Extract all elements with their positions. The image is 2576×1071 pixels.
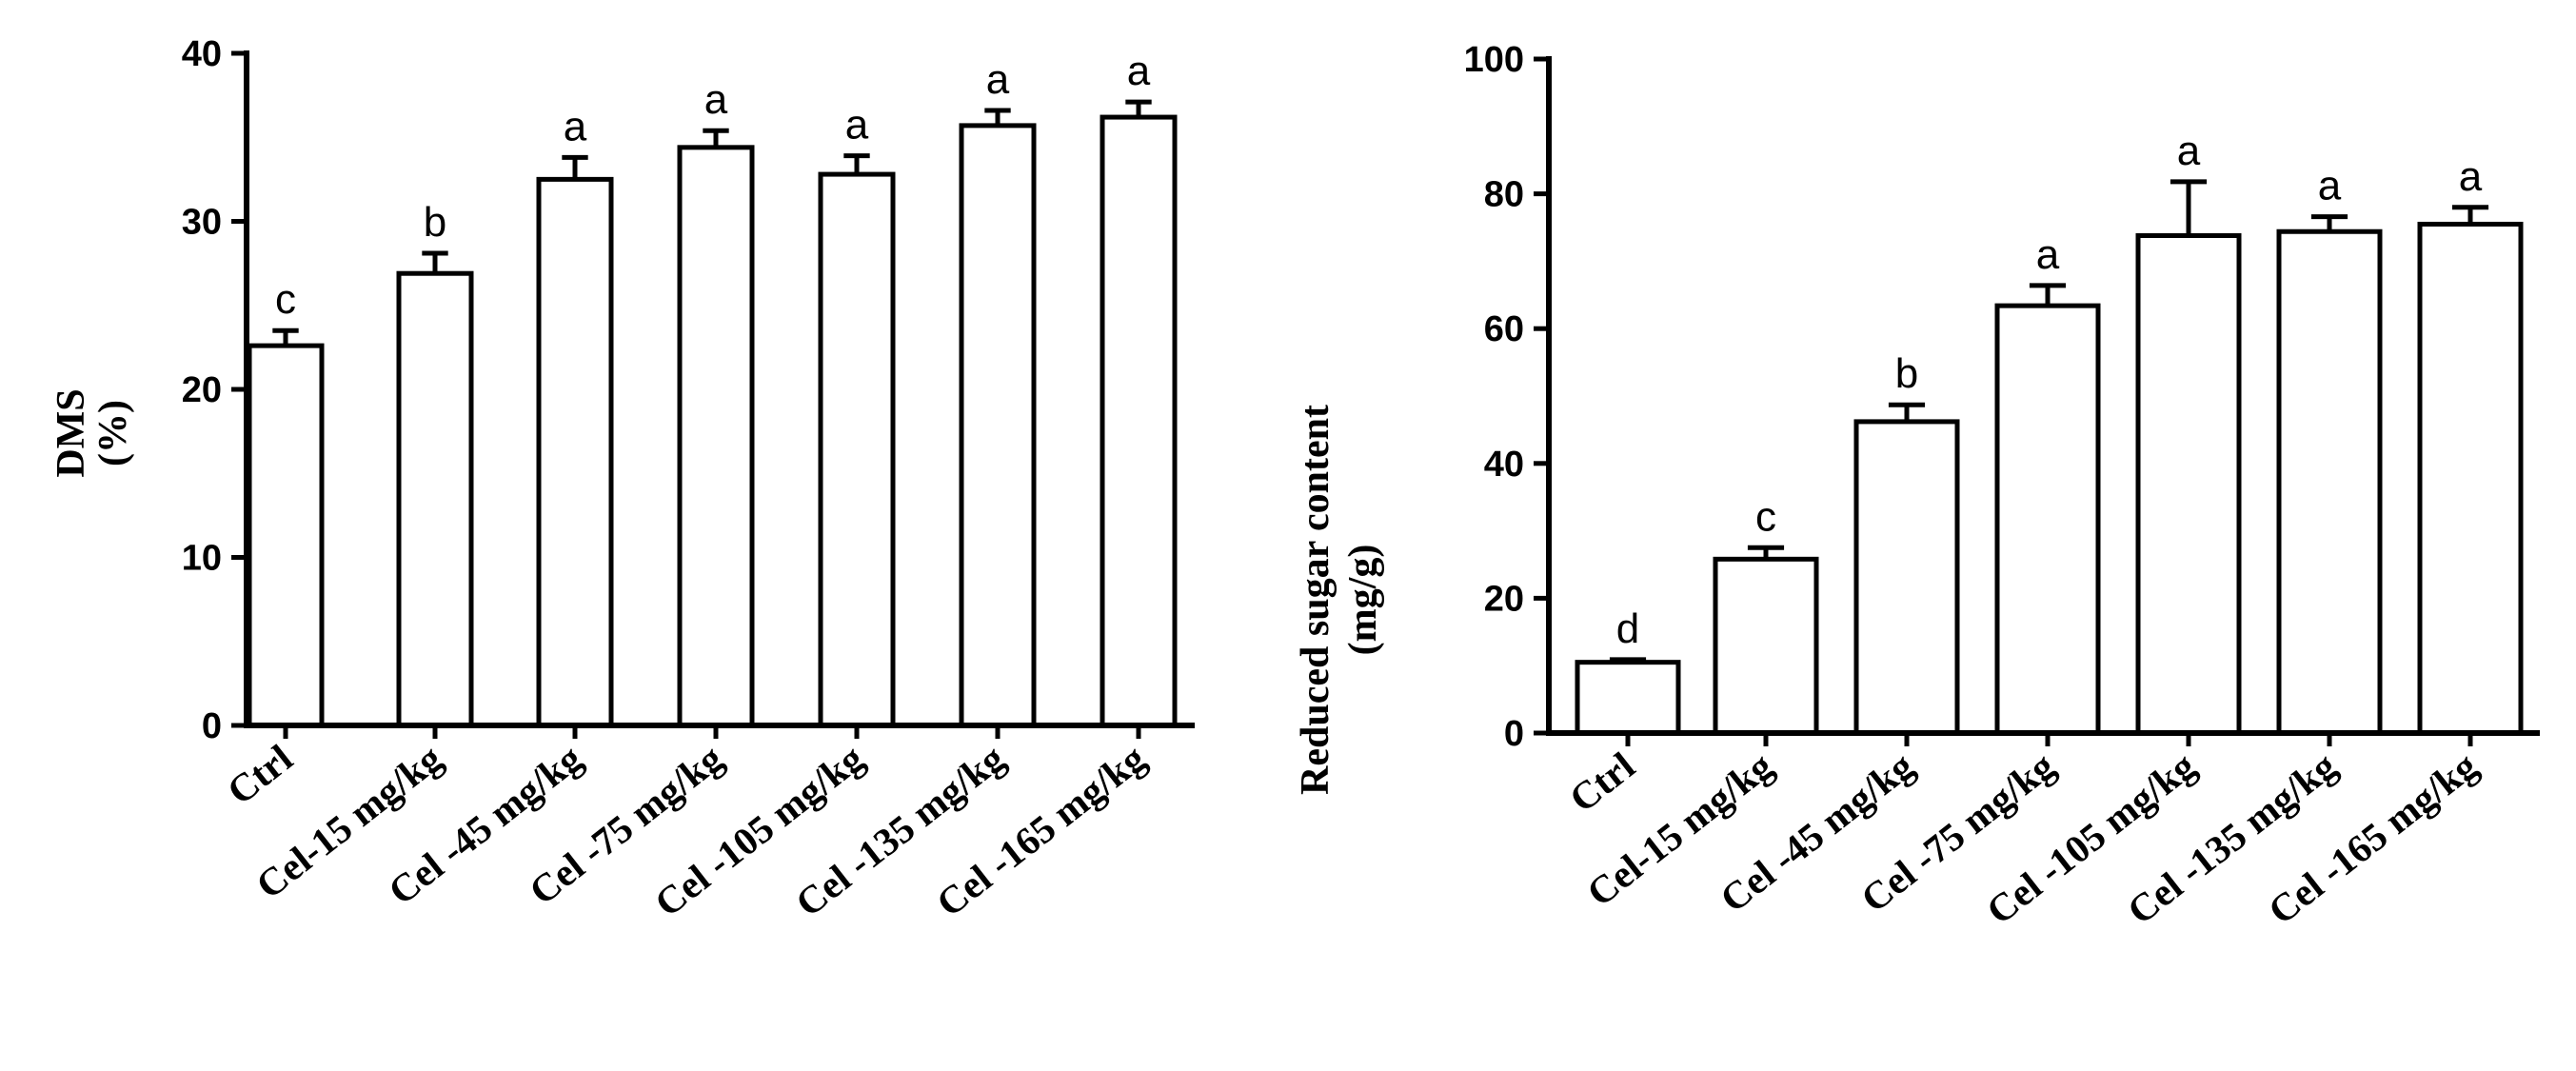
y-tick-label-3: 30 <box>182 203 222 243</box>
y-axis-title-line-0: Reduced sugar content <box>1294 405 1338 795</box>
y-tick-label-5: 100 <box>1464 40 1524 80</box>
bar-6 <box>1100 114 1178 728</box>
bar-5 <box>959 123 1037 728</box>
bar-0 <box>1575 660 1681 736</box>
bar-3 <box>677 145 755 728</box>
y-tick-label-4: 80 <box>1484 175 1524 215</box>
y-axis-title-line-1: (mg/g) <box>1341 545 1385 656</box>
significance-label-0: c <box>275 276 296 323</box>
bar-0 <box>247 343 325 728</box>
error-bar-4 <box>2170 179 2208 236</box>
y-tick-label-0: 0 <box>202 706 222 746</box>
significance-label-0: d <box>1616 605 1639 652</box>
significance-label-6: a <box>1127 48 1151 94</box>
bar-4 <box>818 171 896 728</box>
error-bar-1 <box>1747 545 1785 560</box>
error-bar-5 <box>2310 214 2348 232</box>
error-bar-4 <box>843 153 870 175</box>
significance-label-4: a <box>845 102 869 149</box>
error-bar-0 <box>272 327 299 347</box>
error-bar-1 <box>422 250 448 274</box>
y-tick-label-3: 60 <box>1484 309 1524 349</box>
y-axis-title-line-0: DMS <box>50 388 93 477</box>
significance-label-1: c <box>1755 493 1776 540</box>
bar-1 <box>1713 556 1819 736</box>
significance-label-4: a <box>2177 128 2201 174</box>
significance-label-5: a <box>2318 163 2342 209</box>
significance-label-2: b <box>1895 350 1918 397</box>
significance-label-2: a <box>564 103 587 149</box>
error-bar-0 <box>1609 657 1647 663</box>
bar-2 <box>536 176 614 728</box>
bar-5 <box>2276 228 2383 736</box>
bar-2 <box>1853 419 1960 736</box>
bar-6 <box>2417 221 2524 736</box>
y-tick-label-2: 20 <box>182 370 222 410</box>
bar-4 <box>2135 232 2242 736</box>
y-tick-label-0: 0 <box>1504 714 1524 754</box>
error-bar-3 <box>703 128 729 148</box>
y-tick-label-1: 20 <box>1484 579 1524 619</box>
significance-label-3: a <box>2036 231 2060 278</box>
significance-label-6: a <box>2459 153 2483 200</box>
y-axis-title-line-1: (%) <box>91 400 135 466</box>
significance-label-1: b <box>424 199 446 246</box>
error-bar-6 <box>2451 205 2489 225</box>
significance-label-5: a <box>986 56 1010 103</box>
bar-1 <box>396 270 474 728</box>
significance-label-3: a <box>704 76 728 123</box>
category-label-0: Ctrl <box>219 736 301 813</box>
error-bar-2 <box>562 154 588 180</box>
error-bar-6 <box>1125 99 1152 118</box>
bar-3 <box>1994 303 2101 736</box>
y-tick-label-4: 40 <box>182 34 222 74</box>
category-label-0: Ctrl <box>1561 744 1643 821</box>
y-tick-label-1: 10 <box>182 539 222 579</box>
error-bar-2 <box>1888 402 1926 422</box>
y-tick-label-2: 40 <box>1484 445 1524 485</box>
error-bar-5 <box>984 108 1011 126</box>
error-bar-3 <box>2029 283 2067 307</box>
